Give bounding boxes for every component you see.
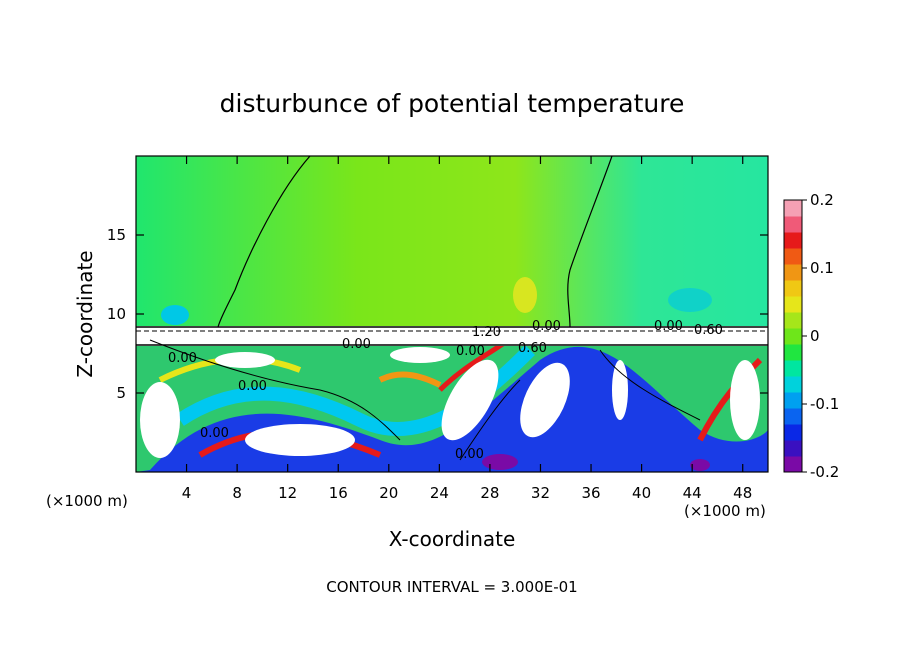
x-tick-label: 4 xyxy=(182,484,192,502)
contour-labels: 0.00 0.00 0.00 0.00 0.00 0.00 0.00 1.20 … xyxy=(168,319,723,462)
contour-line xyxy=(567,156,613,328)
contour-line xyxy=(217,156,311,328)
colorbar-swatch xyxy=(784,200,802,217)
white-patch xyxy=(215,352,275,368)
white-patch xyxy=(390,347,450,363)
z-tick-label: 5 xyxy=(116,384,126,402)
colorbar-swatch xyxy=(784,280,802,297)
z-axis-unit: (×1000 m) xyxy=(684,502,766,520)
x-tick-label: 28 xyxy=(480,484,499,502)
white-patch xyxy=(520,362,570,438)
z-tick-label: 10 xyxy=(107,305,126,323)
colorbar-swatch xyxy=(784,312,802,329)
x-axis-label: X-coordinate xyxy=(389,527,516,551)
x-axis: 4 8 12 16 20 24 28 32 36 40 44 48 xyxy=(182,156,752,502)
colorbar-ticks: 0.2 0.1 0 -0.1 -0.2 xyxy=(802,191,839,481)
contour-label: 0.60 xyxy=(518,341,547,356)
colorbar-swatch xyxy=(784,456,802,473)
colorbar-swatch xyxy=(784,408,802,425)
contour-label: 0.00 xyxy=(168,351,197,366)
x-tick-label: 16 xyxy=(329,484,348,502)
colorbar-tick-label: 0 xyxy=(810,327,820,345)
colorbar-tick-label: 0.2 xyxy=(810,191,834,209)
red-band xyxy=(697,357,763,442)
white-patch xyxy=(612,360,628,420)
upper-layer-field xyxy=(136,156,768,328)
contour-line xyxy=(149,339,401,441)
white-patch xyxy=(441,359,499,441)
z-tick-label: 15 xyxy=(107,226,126,244)
colorbar-swatch xyxy=(784,264,802,281)
contour-line xyxy=(459,379,521,461)
x-tick-label: 24 xyxy=(430,484,449,502)
cool-patch xyxy=(161,305,189,325)
purple-patch xyxy=(690,459,710,471)
orange-band xyxy=(378,371,442,388)
plot-area xyxy=(136,156,768,472)
contour-label: 0.00 xyxy=(238,379,267,394)
white-patch xyxy=(730,360,760,440)
contour-line xyxy=(599,349,701,421)
colorbar-swatch xyxy=(784,296,802,313)
colorbar-swatch xyxy=(784,440,802,457)
x-tick-label: 8 xyxy=(232,484,242,502)
y-axis-label: Z-coordinate xyxy=(73,250,97,377)
contour-label: 0.00 xyxy=(342,337,371,352)
colorbar-swatch xyxy=(784,328,802,345)
colorbar-swatch xyxy=(784,376,802,393)
colorbar-swatch xyxy=(784,360,802,377)
colorbar xyxy=(783,199,803,473)
colorbar-swatch xyxy=(784,424,802,441)
contour-label: 0.00 xyxy=(456,344,485,359)
colorbar-tick-label: -0.1 xyxy=(810,395,839,413)
x-tick-label: 20 xyxy=(379,484,398,502)
z-axis: 5 10 15 xyxy=(107,226,768,402)
x-axis-unit: (×1000 m) xyxy=(46,492,128,510)
x-tick-label: 48 xyxy=(733,484,752,502)
contour-label: 0.60 xyxy=(694,323,723,338)
colorbar-swatch xyxy=(784,216,802,233)
colorbar-swatch xyxy=(784,392,802,409)
colorbar-swatch xyxy=(784,232,802,249)
warm-patch xyxy=(513,277,537,313)
contour-interval-note: CONTOUR INTERVAL = 3.000E-01 xyxy=(326,578,577,596)
purple-patch xyxy=(482,454,518,470)
colorbar-swatch xyxy=(784,344,802,361)
contour-label: 0.00 xyxy=(200,426,229,441)
x-tick-label: 32 xyxy=(531,484,550,502)
colorbar-swatch xyxy=(784,248,802,265)
chart-title: disturbunce of potential temperature xyxy=(220,89,685,118)
x-tick-label: 12 xyxy=(278,484,297,502)
colorbar-tick-label: 0.1 xyxy=(810,259,834,277)
contour-label: 0.00 xyxy=(532,319,561,334)
contour-label: 1.20 xyxy=(472,325,501,340)
contour-label: 0.00 xyxy=(654,319,683,334)
x-tick-label: 36 xyxy=(581,484,600,502)
x-tick-label: 44 xyxy=(683,484,702,502)
white-patch xyxy=(140,382,180,458)
x-tick-label: 40 xyxy=(632,484,651,502)
white-patch xyxy=(245,424,355,456)
contour-label: 0.00 xyxy=(455,447,484,462)
colorbar-tick-label: -0.2 xyxy=(810,463,839,481)
cool-patch xyxy=(668,288,712,312)
